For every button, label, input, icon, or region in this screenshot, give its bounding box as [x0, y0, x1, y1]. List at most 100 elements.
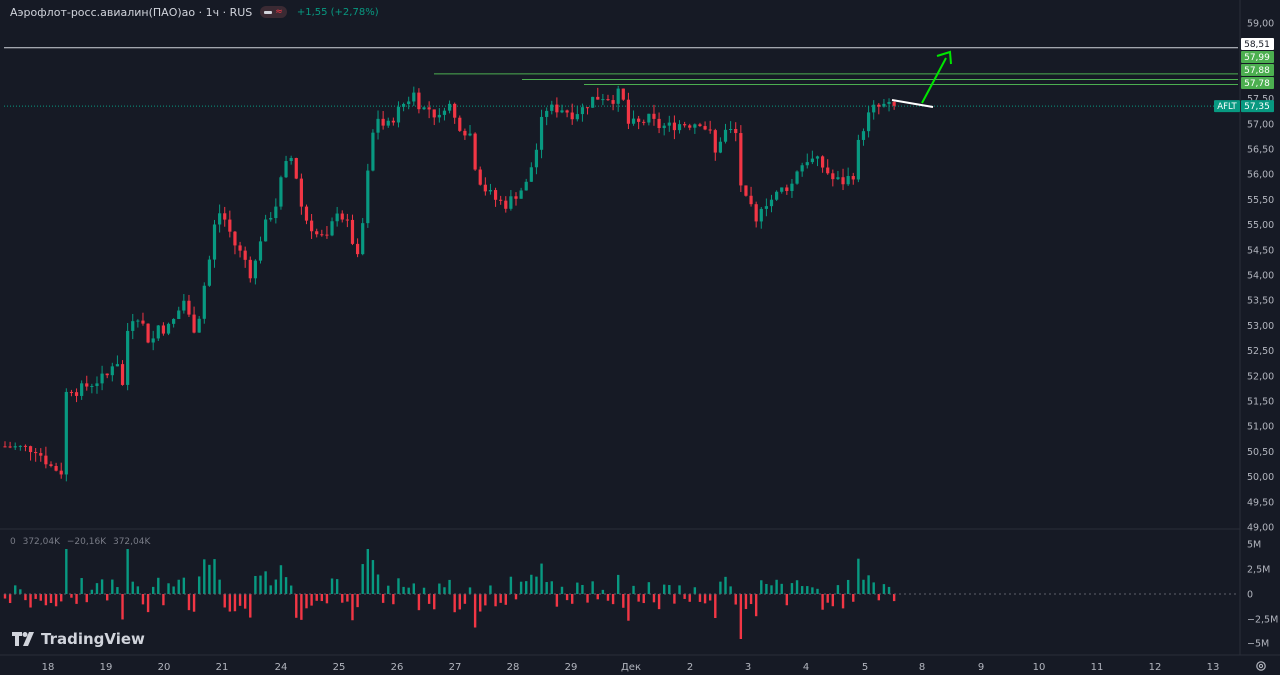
volume-bar: [468, 587, 472, 594]
volume-bar: [795, 580, 799, 594]
candle-body: [172, 318, 176, 324]
candle-body: [126, 330, 130, 385]
candle-body: [156, 325, 160, 339]
y-tick-label: 54,00: [1247, 271, 1274, 282]
volume-bar: [402, 586, 405, 594]
candle-body: [95, 383, 99, 386]
candle-body: [417, 92, 421, 110]
volume-bar: [233, 594, 237, 612]
volume-bar: [412, 583, 415, 594]
volume-bar: [652, 594, 656, 603]
volume-bar: [223, 594, 226, 608]
volume-bar: [75, 594, 78, 604]
candle-body: [514, 196, 518, 199]
candle-body: [182, 300, 186, 311]
volume-bar: [545, 582, 548, 594]
candle-body: [524, 181, 528, 191]
candle-body: [698, 124, 702, 127]
candle-body: [790, 183, 794, 192]
drawings: [891, 50, 952, 108]
y-tick-label: 55,50: [1247, 195, 1274, 206]
x-tick-label: 4: [803, 662, 809, 673]
y-tick-label: 56,50: [1247, 145, 1274, 156]
candle-body: [652, 113, 656, 119]
volume-bar: [504, 594, 507, 605]
price-axis[interactable]: 49,00 49,50 50,00 50,50 51,00 51,50 52,00 52,50…: [1247, 19, 1274, 534]
candle-body: [877, 104, 881, 107]
time-axis[interactable]: 18 19 20 21 24 25 26 27 28 29 Дек 2 3 4 5 8 9 10 11 12 13: [42, 662, 1220, 673]
price-change: +1,55 (+2,78%): [296, 6, 379, 18]
candle-body: [161, 325, 166, 334]
volume-bar: [479, 594, 482, 612]
volume-bar: [269, 585, 272, 594]
x-tick-label: 13: [1207, 662, 1220, 673]
volume-bar: [60, 594, 63, 602]
volume-bar: [550, 581, 553, 594]
volume-bar: [484, 594, 487, 606]
candle-body: [238, 245, 242, 251]
volume-bar: [509, 576, 513, 594]
candle-body: [141, 320, 145, 324]
volume-bar: [821, 594, 824, 610]
volume-bar: [662, 584, 666, 594]
symbol-header[interactable]: Аэрофлот-росс.авиалин(ПАО)ао · 1ч · RUS …: [10, 5, 379, 19]
volume-bar: [300, 594, 303, 620]
candle-body: [667, 122, 671, 126]
volume-bar: [719, 581, 722, 594]
candle-body: [223, 213, 227, 220]
status-pill[interactable]: ≈: [260, 6, 287, 18]
volume-legend-value: 372,04K: [22, 537, 61, 547]
symbol-title[interactable]: Аэрофлот-росс.авиалин(ПАО)ао · 1ч · RUS: [10, 5, 253, 19]
volume-bar: [213, 559, 216, 594]
candle-body: [166, 323, 171, 334]
candlestick-series: [3, 85, 896, 482]
volume-bar: [576, 582, 579, 594]
candle-body: [330, 221, 334, 236]
candle-body: [447, 103, 452, 111]
volume-bar: [44, 594, 48, 606]
x-tick-label: 2: [687, 662, 693, 673]
volume-bar: [197, 576, 201, 594]
volume-bar: [775, 579, 778, 594]
volume-bar: [571, 594, 574, 604]
volume-bar: [427, 594, 431, 604]
tradingview-logo[interactable]: TradingView: [12, 630, 145, 648]
candle-body: [493, 190, 498, 200]
candle-body: [739, 133, 743, 186]
volume-bar: [90, 589, 94, 594]
candle-body: [177, 310, 181, 319]
candle-body: [427, 107, 431, 110]
candle-body: [146, 323, 150, 343]
candle-body: [274, 206, 278, 219]
volume-tick-label: −5M: [1247, 639, 1269, 650]
volume-bar: [24, 594, 27, 601]
candle-body: [80, 383, 84, 396]
price-tag-label: 57,35: [1244, 102, 1270, 112]
volume-bar: [141, 594, 145, 605]
candle-body: [371, 132, 375, 171]
volume-bar: [218, 579, 221, 594]
gear-icon[interactable]: [1255, 660, 1267, 672]
candle-body: [892, 101, 896, 106]
volume-bar: [560, 586, 564, 594]
x-tick-label: 24: [275, 662, 288, 673]
candle-body: [44, 455, 48, 465]
y-tick-label: 53,50: [1247, 296, 1274, 307]
wave-icon: ≈: [275, 7, 283, 17]
candle-body: [437, 114, 441, 118]
x-tick-label: 28: [507, 662, 520, 673]
candle-body: [366, 170, 370, 224]
volume-bar: [617, 574, 620, 594]
candle-body: [800, 165, 804, 172]
volume-bar: [243, 594, 247, 609]
candle-body: [18, 445, 22, 447]
candle-body: [821, 156, 825, 168]
candle-body: [264, 219, 268, 242]
y-tick-label: 55,00: [1247, 220, 1274, 231]
price-tag-label: 58,51: [1244, 40, 1270, 50]
volume-legend[interactable]: 0 372,04K −20,16K 372,04K: [10, 537, 154, 547]
candle-body: [458, 117, 462, 131]
candle-body: [713, 130, 717, 153]
volume-bar: [289, 585, 293, 594]
